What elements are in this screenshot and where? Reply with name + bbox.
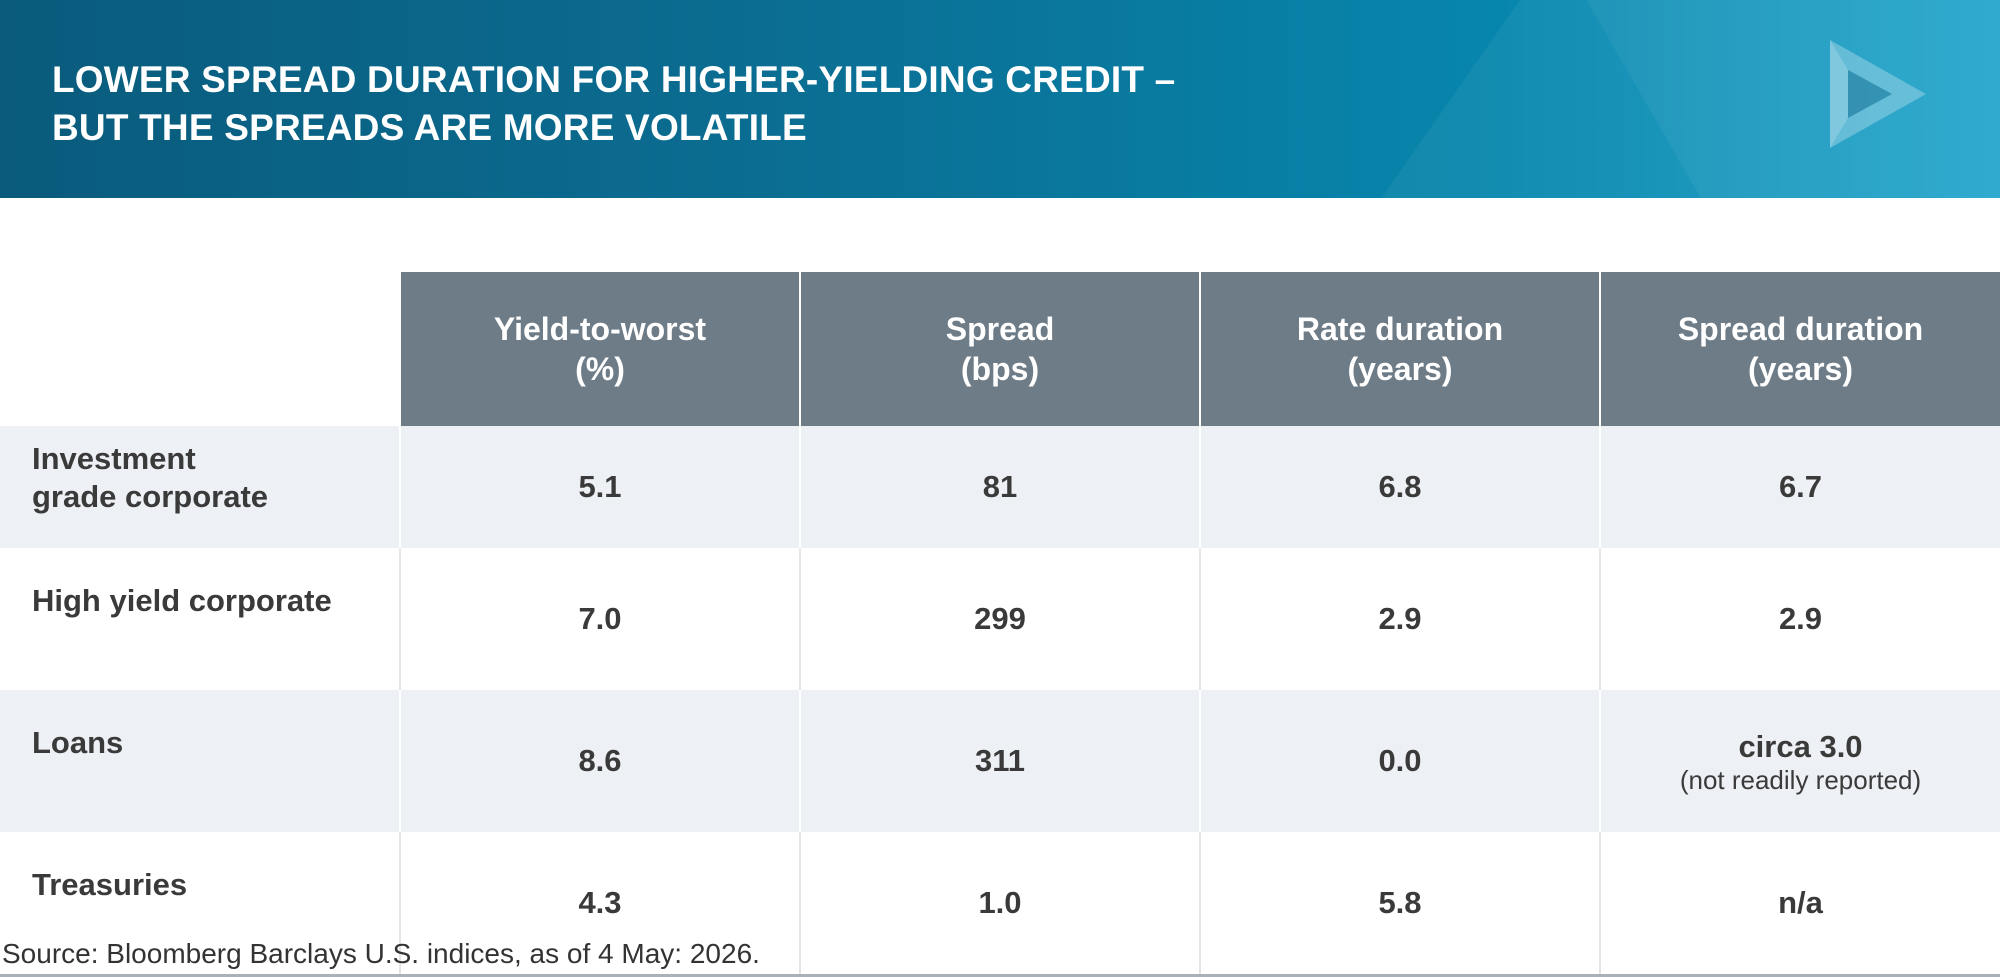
play-triangle-icon (1830, 40, 1926, 148)
header-cell: Spread duration (years) (1599, 272, 2000, 426)
table-cell: 6.7 (1599, 426, 2000, 548)
table-cell: 2.9 (1599, 548, 2000, 690)
table-cell: 8.6 (399, 690, 800, 832)
table-cell: 2.9 (1199, 548, 1600, 690)
table-cell: 81 (799, 426, 1200, 548)
table-cell-with-note: circa 3.0 (not readily reported) (1599, 690, 2000, 832)
header-unit: (bps) (960, 351, 1040, 387)
cell-value: circa 3.0 (1738, 729, 1863, 764)
table-cell: 311 (799, 690, 1200, 832)
table-cell: 6.8 (1199, 426, 1600, 548)
table-row: Treasuries 4.3 1.0 5.8 n/a (0, 832, 2000, 977)
table-cell: 5.8 (1199, 832, 1600, 977)
title-line-1: LOWER SPREAD DURATION FOR HIGHER-YIELDIN… (52, 59, 1176, 100)
header-row: Yield-to-worst (%) Spread (bps) Rate dur… (0, 272, 2000, 426)
table-row: Loans 8.6 311 0.0 circa 3.0 (not readily… (0, 690, 2000, 832)
header-cell: Spread (bps) (799, 272, 1200, 426)
row-label: Treasuries (0, 832, 400, 977)
title-line-2: BUT THE SPREADS ARE MORE VOLATILE (52, 107, 807, 148)
table-cell: 0.0 (1199, 690, 1600, 832)
table-cell: 7.0 (399, 548, 800, 690)
table-cell: n/a (1599, 832, 2000, 977)
header-label: Rate duration (1296, 311, 1504, 347)
page-title: LOWER SPREAD DURATION FOR HIGHER-YIELDIN… (52, 56, 1552, 152)
table-cell: 4.3 (399, 832, 800, 977)
table-cell: 299 (799, 548, 1200, 690)
header-cell: Yield-to-worst (%) (399, 272, 800, 426)
header-blank-cell (0, 272, 400, 426)
header-label: Yield-to-worst (493, 311, 707, 347)
table-cell: 1.0 (799, 832, 1200, 977)
header-label: Spread duration (1677, 311, 1924, 347)
title-banner: LOWER SPREAD DURATION FOR HIGHER-YIELDIN… (0, 0, 2000, 198)
table-row: High yield corporate 7.0 299 2.9 2.9 (0, 548, 2000, 690)
row-label: Loans (0, 690, 400, 832)
table-cell: 5.1 (399, 426, 800, 548)
header-label: Spread (945, 311, 1055, 347)
data-table: Yield-to-worst (%) Spread (bps) Rate dur… (0, 272, 2000, 977)
header-cell: Rate duration (years) (1199, 272, 1600, 426)
table-row: Investment grade corporate 5.1 81 6.8 6.… (0, 426, 2000, 548)
header-unit: (years) (1347, 351, 1453, 387)
row-label: Investment grade corporate (0, 426, 400, 548)
header-unit: (%) (575, 351, 625, 387)
row-label: High yield corporate (0, 548, 400, 690)
cell-note: (not readily reported) (1679, 765, 1922, 795)
source-note: Source: Bloomberg Barclays U.S. indices,… (2, 938, 760, 969)
header-unit: (years) (1748, 351, 1853, 387)
